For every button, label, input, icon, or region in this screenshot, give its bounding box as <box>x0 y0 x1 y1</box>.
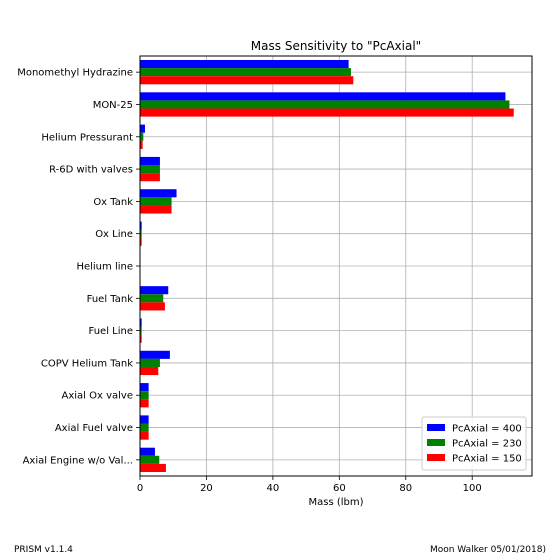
y-tick-label-monomethyl-hydrazine: Monomethyl Hydrazine <box>17 68 133 79</box>
y-tick-label-axial-ox-valve: Axial Ox valve <box>62 391 133 402</box>
x-tick-label: 60 <box>333 483 346 494</box>
bar-pcaxial-230-r-6d-with-valves <box>140 165 160 174</box>
bar-pcaxial-400-copv-helium-tank <box>140 350 170 359</box>
legend-label-pcaxial-150: PcAxial = 150 <box>452 454 522 465</box>
bar-pcaxial-230-axial-ox-valve <box>140 391 149 400</box>
bar-pcaxial-400-mon-25 <box>140 92 506 101</box>
y-tick-label-fuel-tank: Fuel Tank <box>87 294 134 305</box>
legend-box <box>421 416 527 471</box>
bar-pcaxial-150-fuel-tank <box>140 302 165 311</box>
footer-author-date: Moon Walker 05/01/2018) <box>429 545 546 555</box>
y-tick-label-mon-25: MON-25 <box>93 100 133 111</box>
x-tick-label: 20 <box>200 483 213 494</box>
legend-swatch-pcaxial-400 <box>427 424 445 431</box>
y-tick-label-axial-fuel-valve: Axial Fuel valve <box>55 423 133 434</box>
bar-pcaxial-400-fuel-line <box>140 318 142 327</box>
bar-pcaxial-400-fuel-tank <box>140 286 169 295</box>
legend: PcAxial = 400 PcAxial = 230 PcAxial = 150 <box>421 416 527 471</box>
bar-pcaxial-230-axial-fuel-valve <box>140 423 149 432</box>
bar-pcaxial-230-ox-line <box>140 229 142 238</box>
y-tick-label-r-6d-with-valves: R-6D with valves <box>49 165 133 176</box>
y-tick-label-ox-tank: Ox Tank <box>93 197 133 208</box>
axes-frame <box>139 55 533 477</box>
y-tick-label-ox-line: Ox Line <box>95 229 133 240</box>
plot-area: 0 20 40 60 80 100 Monomethyl Hydrazine MON-25 He… <box>17 55 533 494</box>
y-tick-label-helium-pressurant: Helium Pressurant <box>41 132 133 143</box>
bar-pcaxial-400-axial-ox-valve <box>140 383 149 392</box>
bar-pcaxial-150-ox-tank <box>140 205 172 214</box>
x-axis-label: Mass (lbm) <box>308 497 363 508</box>
y-tick-label-axial-engine-w-o-val: Axial Engine w/o Val... <box>23 455 133 466</box>
x-tick-label: 80 <box>399 483 412 494</box>
bar-pcaxial-230-fuel-line <box>140 326 142 335</box>
bar-pcaxial-400-axial-fuel-valve <box>140 415 149 424</box>
chart-title: Mass Sensitivity to "PcAxial" <box>251 39 421 53</box>
footer-version: PRISM v1.1.4 <box>14 545 73 555</box>
bar-pcaxial-230-helium-pressurant <box>140 132 144 141</box>
bar-pcaxial-150-copv-helium-tank <box>140 366 159 376</box>
y-tick-label-copv-helium-tank: COPV Helium Tank <box>41 358 133 369</box>
bar-pcaxial-230-copv-helium-tank <box>140 358 160 367</box>
bar-pcaxial-150-monomethyl-hydrazine <box>140 76 354 85</box>
bar-pcaxial-400-ox-tank <box>140 189 177 198</box>
y-tick-label-helium-line: Helium line <box>76 262 133 273</box>
bar-pcaxial-230-axial-engine-w-o-val <box>140 455 160 464</box>
bar-pcaxial-150-ox-line <box>140 237 142 246</box>
y-tick-label-fuel-line: Fuel Line <box>89 326 134 337</box>
bar-pcaxial-230-ox-tank <box>140 197 172 206</box>
bar-pcaxial-150-mon-25 <box>140 108 514 117</box>
bar-pcaxial-150-axial-fuel-valve <box>140 431 149 440</box>
x-tick-label: 40 <box>267 483 280 494</box>
bar-pcaxial-400-monomethyl-hydrazine <box>140 60 349 69</box>
bar-pcaxial-230-fuel-tank <box>140 294 164 303</box>
x-tick-label: 100 <box>463 483 482 494</box>
bar-pcaxial-400-ox-line <box>140 221 142 230</box>
bar-pcaxial-150-fuel-line <box>140 334 142 343</box>
bar-pcaxial-150-axial-ox-valve <box>140 399 149 408</box>
legend-swatch-pcaxial-230 <box>427 439 445 446</box>
bar-pcaxial-150-helium-pressurant <box>140 140 143 149</box>
bar-pcaxial-400-r-6d-with-valves <box>140 156 160 166</box>
bar-pcaxial-150-axial-engine-w-o-val <box>140 463 166 472</box>
bar-pcaxial-230-monomethyl-hydrazine <box>140 68 351 77</box>
bar-pcaxial-400-helium-pressurant <box>140 124 145 133</box>
legend-label-pcaxial-230: PcAxial = 230 <box>452 439 522 450</box>
bar-pcaxial-400-axial-engine-w-o-val <box>140 447 155 456</box>
legend-swatch-pcaxial-150 <box>427 454 445 461</box>
x-tick-label: 0 <box>137 483 143 494</box>
bar-pcaxial-230-mon-25 <box>140 100 510 109</box>
bar-pcaxial-150-r-6d-with-valves <box>140 173 160 182</box>
legend-label-pcaxial-400: PcAxial = 400 <box>452 424 522 435</box>
